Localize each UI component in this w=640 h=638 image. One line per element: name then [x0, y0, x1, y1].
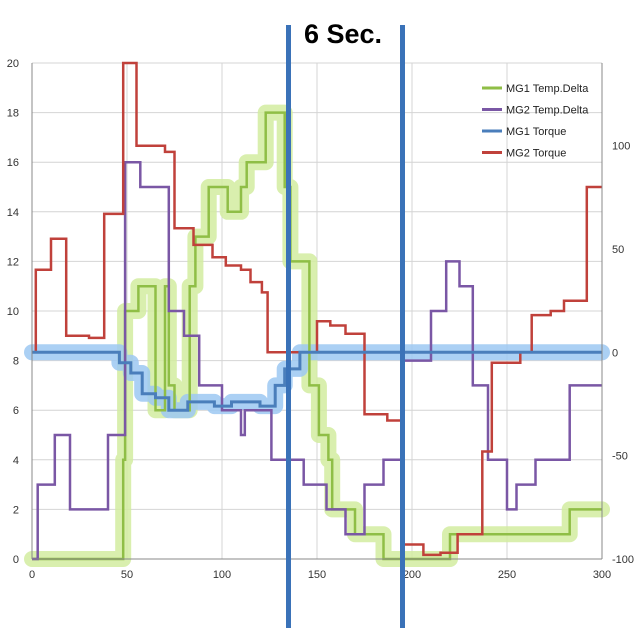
y-right-tick-label: -100: [612, 554, 634, 566]
y-right-tick-label: 50: [612, 244, 624, 256]
legend: MG1 Temp.Delta MG2 Temp.Delta MG1 Torque MG…: [482, 83, 589, 160]
x-tick-label: 200: [403, 569, 421, 581]
legend-label-mg1-temp-delta: MG1 Temp.Delta: [506, 83, 589, 95]
y-left-tick-label: 6: [13, 405, 19, 417]
x-tick-label: 50: [121, 569, 133, 581]
duration-annotation: 6 Sec.: [304, 19, 382, 49]
x-tick-label: 100: [213, 569, 231, 581]
y-left-tick-label: 12: [7, 256, 19, 268]
y-left-tick-label: 16: [7, 157, 19, 169]
mg2-temp-delta-line: [32, 160, 602, 561]
y-right-tick-label: -50: [612, 451, 628, 463]
y-left-tick-label: 20: [7, 58, 19, 70]
x-tick-label: 0: [29, 569, 35, 581]
axes: 0 2 4 6 8 10 12 14 16 18 20 -100 -50 0 50 100 0 50 100 150 2…: [7, 58, 634, 581]
mg2-torque-line: [32, 61, 602, 557]
y-left-tick-label: 0: [13, 554, 19, 566]
y-right-tick-label: 100: [612, 141, 630, 153]
y-left-tick-label: 2: [13, 504, 19, 516]
x-tick-label: 300: [593, 569, 611, 581]
series-lines: [32, 61, 602, 561]
y-left-tick-label: 4: [13, 455, 19, 467]
y-left-tick-label: 8: [13, 356, 19, 368]
time-marker-lines: [286, 25, 405, 628]
y-right-tick-label: 0: [612, 347, 618, 359]
x-tick-label: 150: [308, 569, 326, 581]
legend-label-mg2-temp-delta: MG2 Temp.Delta: [506, 105, 589, 117]
legend-label-mg2-torque: MG2 Torque: [506, 148, 566, 160]
mg1-torque-line: [32, 350, 602, 412]
y-left-tick-label: 14: [7, 207, 19, 219]
legend-label-mg1-torque: MG1 Torque: [506, 126, 566, 138]
y-left-tick-label: 10: [7, 306, 19, 318]
y-left-tick-label: 18: [7, 108, 19, 120]
x-tick-label: 250: [498, 569, 516, 581]
